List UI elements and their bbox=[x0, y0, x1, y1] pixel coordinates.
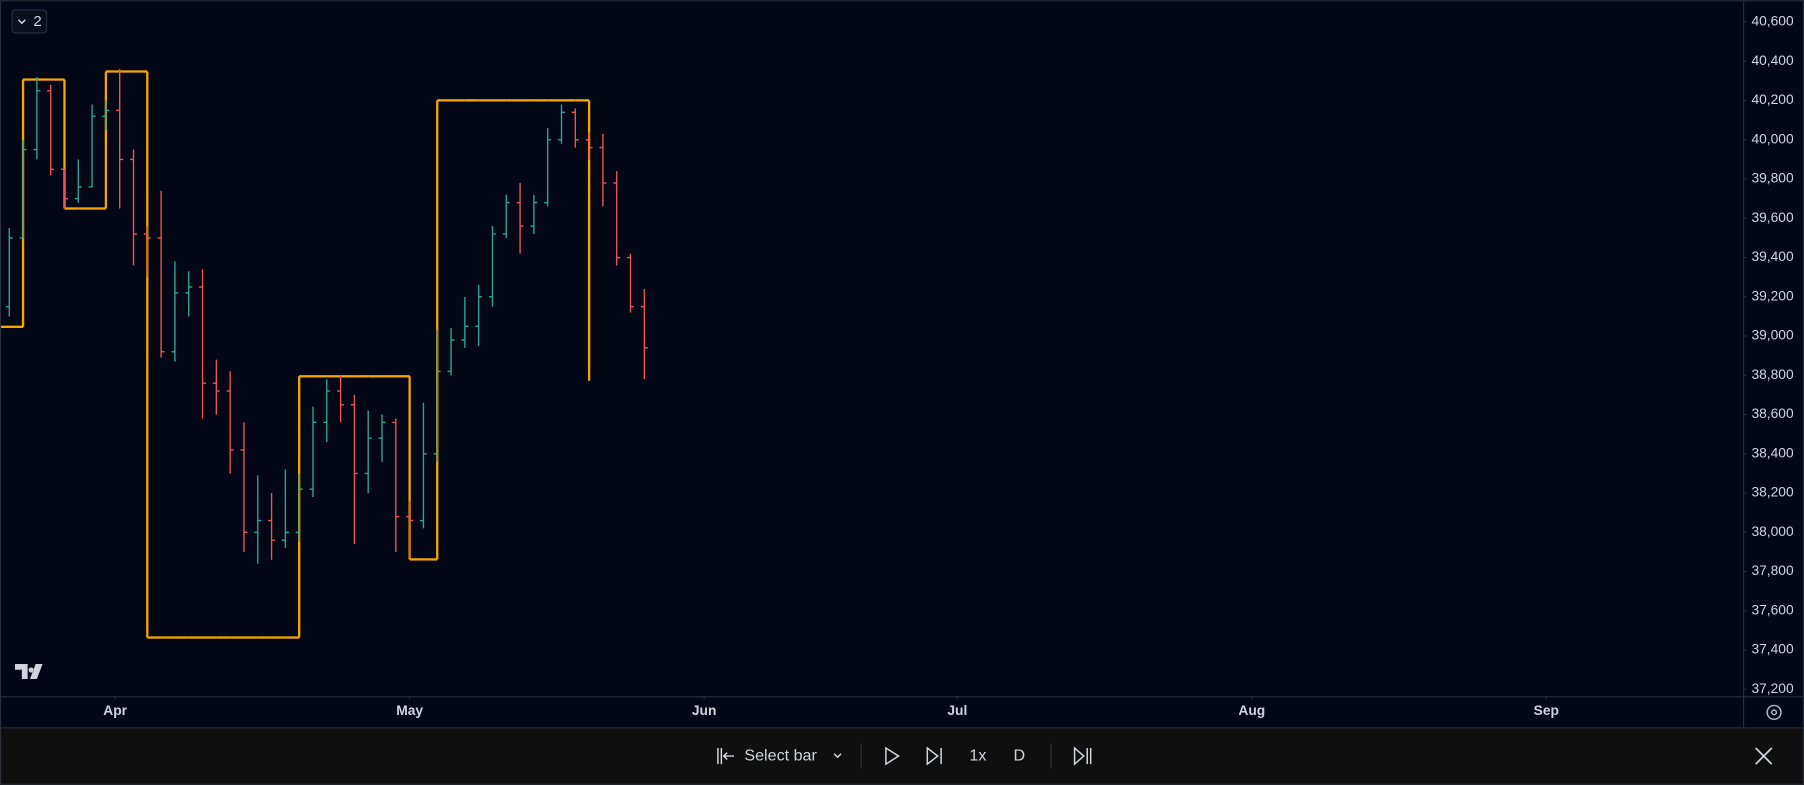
gear-center bbox=[1771, 709, 1778, 716]
y-tick-label: 39,400 bbox=[1751, 249, 1794, 264]
play-button[interactable] bbox=[885, 746, 900, 766]
y-tick-label: 38,600 bbox=[1751, 406, 1794, 421]
jump-to-realtime[interactable] bbox=[1073, 746, 1092, 766]
y-tick-label: 38,400 bbox=[1751, 445, 1794, 460]
y-tick-label: 37,800 bbox=[1751, 563, 1794, 578]
y-tick-label: 38,200 bbox=[1751, 485, 1794, 500]
y-tick-label: 40,400 bbox=[1751, 53, 1794, 68]
x-tick-label: Jun bbox=[692, 703, 717, 718]
y-tick-label: 39,200 bbox=[1751, 288, 1794, 303]
chart-area bbox=[1, 1, 1803, 728]
gear-icon[interactable] bbox=[1766, 704, 1782, 720]
y-tick-label: 37,200 bbox=[1751, 681, 1794, 696]
y-tick-label: 40,200 bbox=[1751, 92, 1794, 107]
x-tick-label: Sep bbox=[1534, 703, 1559, 718]
close-replay[interactable] bbox=[1755, 747, 1773, 765]
x-tick-label: Aug bbox=[1238, 703, 1265, 718]
x-tick-label: May bbox=[396, 703, 423, 718]
y-tick-label: 39,800 bbox=[1751, 171, 1794, 186]
y-tick-label: 38,800 bbox=[1751, 367, 1794, 382]
y-tick-label: 40,600 bbox=[1751, 14, 1794, 29]
indicator-toggle[interactable]: 2 bbox=[11, 9, 48, 34]
y-tick-label: 38,000 bbox=[1751, 524, 1794, 539]
x-tick-label: Apr bbox=[103, 703, 127, 718]
speed-button[interactable]: 1x bbox=[969, 746, 986, 764]
forward-button[interactable] bbox=[926, 746, 942, 766]
y-tick-label: 37,400 bbox=[1751, 642, 1794, 657]
dropdown-icon[interactable] bbox=[833, 753, 842, 759]
y-tick-label: 37,600 bbox=[1751, 602, 1794, 617]
toggle-box[interactable] bbox=[11, 9, 48, 34]
interval-button[interactable]: D bbox=[1014, 746, 1026, 764]
x-tick-label: Jul bbox=[947, 703, 967, 718]
y-tick-label: 39,000 bbox=[1751, 328, 1794, 343]
step-end bbox=[587, 378, 591, 381]
plot bbox=[1, 69, 648, 639]
axis-settings[interactable] bbox=[1766, 704, 1782, 720]
chevron-icon bbox=[17, 19, 26, 25]
replay-toolbar bbox=[1, 728, 1803, 784]
select-bar-button[interactable]: Select bar bbox=[717, 746, 842, 765]
axes: 37,200 37,400 37,600 37,800 38,000 38,200 38,4… bbox=[103, 14, 1794, 718]
y-tick-label: 39,600 bbox=[1751, 210, 1794, 225]
select-bar-label[interactable]: Select bar bbox=[744, 746, 817, 764]
select-bar-icon bbox=[717, 748, 735, 765]
logo[interactable] bbox=[14, 664, 43, 679]
y-tick-label: 40,000 bbox=[1751, 131, 1794, 146]
indicator-count: 2 bbox=[33, 13, 41, 30]
